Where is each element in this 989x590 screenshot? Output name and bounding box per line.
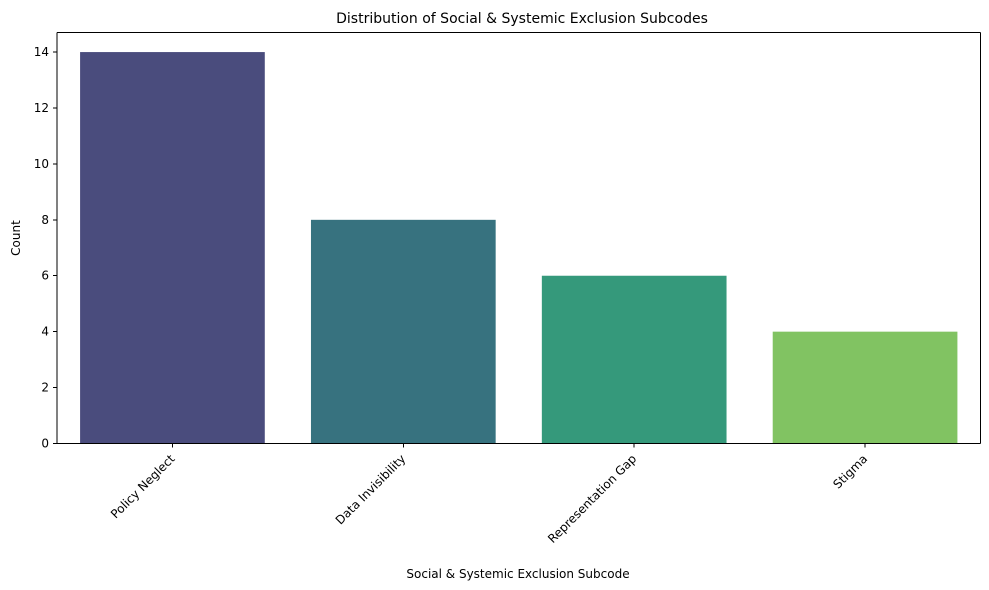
bar-stigma [772,331,958,444]
y-tick-label: 10 [34,157,49,171]
y-tick-label: 2 [41,381,49,395]
x-axis-ticks: Policy Neglect Data Invisibility Represent… [108,443,870,546]
x-tick-label: Data Invisibility [333,452,409,528]
y-axis-ticks: 0 2 4 6 8 10 12 14 [34,45,57,451]
x-tick-label: Policy Neglect [108,452,178,522]
y-tick-label: 8 [41,213,49,227]
y-tick-label: 12 [34,101,49,115]
bar-policy-neglect [80,52,265,444]
x-tick-label: Representation Gap [545,452,639,546]
bar-representation-gap [541,275,727,444]
x-axis-label: Social & Systemic Exclusion Subcode [406,567,629,581]
y-tick-label: 4 [41,325,49,339]
x-tick-label: Stigma [830,452,870,492]
bar-data-invisibility [310,219,496,444]
y-tick-label: 14 [34,45,49,59]
bars-group [80,52,958,444]
chart-title: Distribution of Social & Systemic Exclus… [336,11,708,27]
y-tick-label: 6 [41,269,49,283]
y-axis-label: Count [9,220,23,256]
y-tick-label: 0 [41,437,49,451]
